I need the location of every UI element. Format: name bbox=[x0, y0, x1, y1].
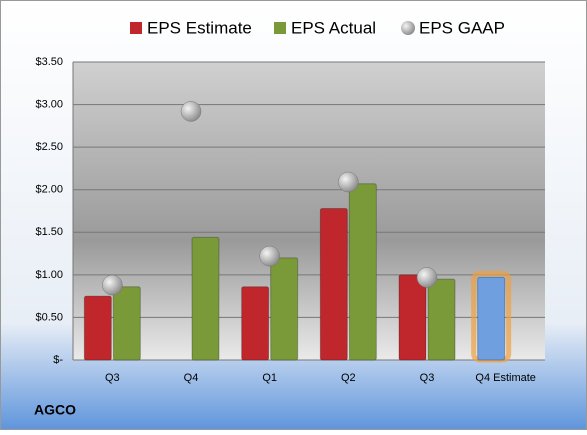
bar bbox=[241, 286, 270, 361]
bar bbox=[348, 183, 377, 361]
bar bbox=[270, 257, 299, 361]
legend-label: EPS Estimate bbox=[147, 18, 252, 37]
y-tick-label: $1.00 bbox=[35, 269, 63, 281]
legend-label: EPS GAAP bbox=[419, 18, 505, 37]
gaap-point bbox=[102, 274, 123, 296]
company-label: AGCO bbox=[34, 402, 76, 418]
plot-area bbox=[73, 62, 545, 360]
bar bbox=[83, 295, 112, 361]
legend-marker bbox=[401, 21, 415, 35]
y-tick-label: $1.50 bbox=[35, 226, 63, 238]
x-tick-label: Q3 bbox=[420, 372, 435, 384]
bar bbox=[477, 276, 506, 361]
gaap-point bbox=[338, 171, 359, 193]
bar bbox=[319, 207, 348, 361]
bar bbox=[427, 278, 456, 361]
y-tick-label: $3.00 bbox=[35, 98, 63, 110]
y-tick-label: $2.00 bbox=[35, 184, 63, 196]
y-tick-label: $0.50 bbox=[35, 311, 63, 323]
legend-marker bbox=[274, 22, 286, 34]
x-tick-label: Q3 bbox=[105, 372, 120, 384]
gaap-point bbox=[259, 245, 280, 267]
x-tick-label: Q1 bbox=[262, 372, 277, 384]
bar bbox=[191, 236, 220, 361]
y-tick-label: $2.50 bbox=[35, 141, 63, 153]
x-tick-label: Q4 bbox=[184, 372, 199, 384]
x-tick-label: Q4 Estimate bbox=[475, 372, 536, 384]
bar bbox=[398, 274, 427, 361]
y-tick-label: $- bbox=[53, 354, 63, 366]
legend-marker bbox=[130, 22, 142, 34]
legend-label: EPS Actual bbox=[291, 18, 376, 37]
y-tick-label: $3.50 bbox=[35, 56, 63, 68]
gaap-point bbox=[180, 101, 202, 122]
bar bbox=[112, 286, 141, 361]
gaap-point bbox=[416, 267, 438, 288]
x-tick-label: Q2 bbox=[341, 372, 356, 384]
